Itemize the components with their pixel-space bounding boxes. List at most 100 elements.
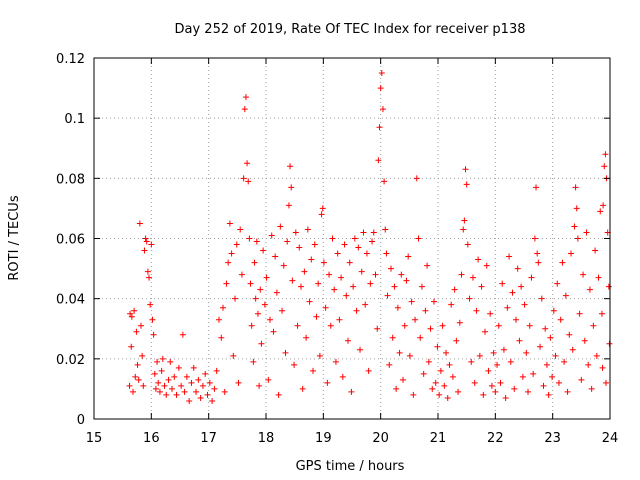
y-tick-label: 0.06 bbox=[56, 233, 85, 248]
data-point bbox=[338, 274, 345, 281]
data-point bbox=[146, 274, 153, 281]
data-point bbox=[215, 316, 222, 323]
y-tick-label: 0 bbox=[77, 413, 85, 428]
data-point bbox=[476, 352, 483, 359]
data-point bbox=[350, 283, 357, 290]
data-point bbox=[439, 322, 446, 329]
data-point bbox=[228, 250, 235, 257]
data-point bbox=[531, 235, 538, 242]
data-point bbox=[502, 394, 509, 401]
data-point bbox=[358, 268, 365, 275]
data-point bbox=[367, 280, 374, 287]
data-point bbox=[555, 379, 562, 386]
y-tick-label: 0.08 bbox=[56, 172, 85, 187]
data-point bbox=[593, 352, 600, 359]
data-point bbox=[473, 307, 480, 314]
x-tick-label: 18 bbox=[258, 431, 275, 446]
data-point bbox=[348, 388, 355, 395]
data-point bbox=[289, 277, 296, 284]
data-point bbox=[601, 163, 608, 170]
data-point bbox=[398, 271, 405, 278]
data-point bbox=[161, 382, 168, 389]
data-point bbox=[197, 394, 204, 401]
data-point bbox=[304, 226, 311, 233]
data-point bbox=[151, 370, 158, 377]
data-point bbox=[213, 367, 220, 374]
data-point bbox=[460, 226, 467, 233]
data-point bbox=[242, 94, 249, 101]
data-point bbox=[432, 379, 439, 386]
data-point bbox=[381, 178, 388, 185]
data-point bbox=[568, 250, 575, 257]
data-point bbox=[585, 361, 592, 368]
data-point bbox=[384, 292, 391, 299]
data-point bbox=[270, 328, 277, 335]
y-tick-labels: 0 0.02 0.04 0.06 0.08 0.1 0.12 bbox=[56, 52, 85, 428]
data-point bbox=[400, 376, 407, 383]
data-point bbox=[443, 349, 450, 356]
data-point bbox=[463, 181, 470, 188]
data-point bbox=[285, 202, 292, 209]
data-point bbox=[412, 316, 419, 323]
data-point bbox=[311, 241, 318, 248]
data-point bbox=[365, 367, 372, 374]
data-point bbox=[179, 331, 186, 338]
data-point bbox=[261, 301, 268, 308]
data-point bbox=[320, 259, 327, 266]
data-point bbox=[492, 388, 499, 395]
data-point bbox=[543, 361, 550, 368]
data-point bbox=[379, 106, 386, 113]
data-point bbox=[507, 358, 514, 365]
data-point bbox=[355, 244, 362, 251]
data-point bbox=[232, 295, 239, 302]
data-point bbox=[139, 352, 146, 359]
data-point bbox=[284, 238, 291, 245]
x-tick-label: 17 bbox=[200, 431, 217, 446]
data-point bbox=[572, 184, 579, 191]
data-point bbox=[602, 379, 609, 386]
data-point bbox=[383, 250, 390, 257]
data-point bbox=[595, 274, 602, 281]
data-point bbox=[250, 358, 257, 365]
data-point bbox=[564, 388, 571, 395]
data-point bbox=[376, 124, 383, 131]
data-point bbox=[420, 370, 427, 377]
data-point bbox=[202, 370, 209, 377]
data-point bbox=[306, 298, 313, 305]
data-point bbox=[241, 106, 248, 113]
data-point bbox=[190, 364, 197, 371]
data-point bbox=[471, 379, 478, 386]
data-point bbox=[512, 316, 519, 323]
data-point bbox=[296, 244, 303, 251]
data-point bbox=[223, 280, 230, 287]
x-tick-label: 22 bbox=[487, 431, 504, 446]
x-tick-label: 16 bbox=[143, 431, 160, 446]
data-point bbox=[429, 385, 436, 392]
axis-ticks bbox=[93, 57, 611, 420]
data-point bbox=[155, 379, 162, 386]
data-point bbox=[225, 259, 232, 266]
data-point bbox=[417, 334, 424, 341]
data-point bbox=[186, 397, 193, 404]
data-point bbox=[602, 151, 609, 158]
data-point bbox=[204, 391, 211, 398]
data-point bbox=[466, 295, 473, 302]
data-point bbox=[535, 259, 542, 266]
data-point bbox=[451, 286, 458, 293]
data-point bbox=[336, 316, 343, 323]
data-point bbox=[478, 283, 485, 290]
data-point bbox=[331, 286, 338, 293]
data-point bbox=[159, 355, 166, 362]
data-point bbox=[464, 241, 471, 248]
data-point bbox=[181, 388, 188, 395]
data-point bbox=[353, 307, 360, 314]
data-point bbox=[370, 229, 377, 236]
data-point bbox=[569, 346, 576, 353]
data-point bbox=[268, 232, 275, 239]
data-point bbox=[382, 226, 389, 233]
data-point bbox=[468, 358, 475, 365]
data-point bbox=[566, 331, 573, 338]
data-point bbox=[375, 157, 382, 164]
data-point bbox=[509, 289, 516, 296]
